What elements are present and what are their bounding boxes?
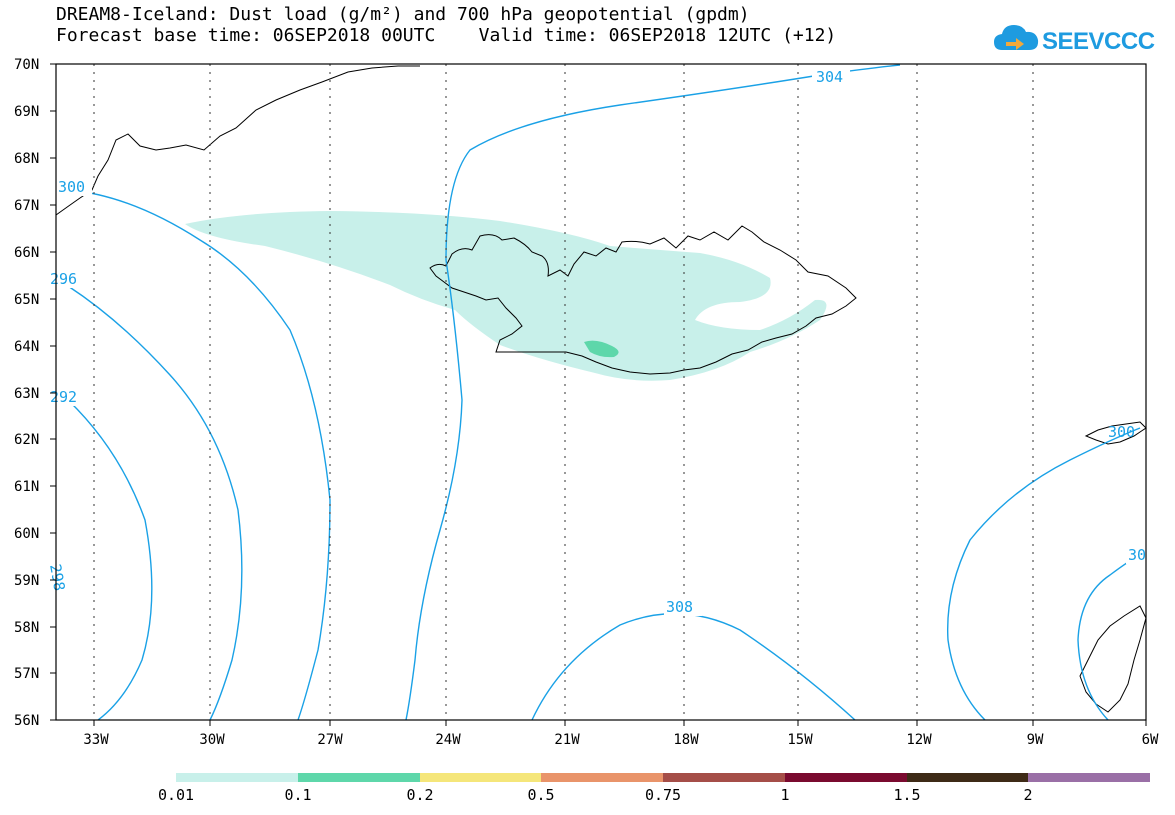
contour-300-east xyxy=(946,427,1141,721)
colorbar-segment xyxy=(1028,773,1150,782)
lat-label: 59N xyxy=(14,573,39,589)
colorbar-segment xyxy=(297,773,420,782)
contour-292 xyxy=(67,399,153,721)
coastlines xyxy=(55,65,1147,713)
lat-label: 61N xyxy=(14,479,39,495)
colorbar-segment xyxy=(784,773,907,782)
lon-label: 21W xyxy=(554,732,580,748)
colorbar-label: 0.5 xyxy=(527,786,555,804)
contour-label-308: 308 xyxy=(666,598,693,616)
contour-label-298: 298 xyxy=(46,563,68,593)
colorbar-label: 0.75 xyxy=(644,786,682,804)
title-line-1: DREAM8-Iceland: Dust load (g/m²) and 700… xyxy=(56,4,750,25)
contour-label-296: 296 xyxy=(50,270,77,288)
iceland-coastline xyxy=(429,225,857,375)
lon-labels: 33W 30W 27W 24W 21W 18W 15W 12W 9W 6W xyxy=(83,732,1159,748)
colorbar-label: 2 xyxy=(1023,786,1033,804)
lon-label: 24W xyxy=(435,732,461,748)
map-frame xyxy=(55,63,1147,721)
contour-label-30: 30 xyxy=(1128,546,1146,564)
scotland-coastline xyxy=(1079,605,1147,713)
lon-label: 6W xyxy=(1142,732,1159,748)
lat-label: 69N xyxy=(14,104,39,120)
seevccc-logo: SEEVCCC xyxy=(992,18,1155,58)
contour-308 xyxy=(531,613,856,721)
title-line-2: Forecast base time: 06SEP2018 00UTC Vali… xyxy=(56,25,837,46)
lat-label: 62N xyxy=(14,432,39,448)
lat-label: 57N xyxy=(14,666,39,682)
contour-304-south xyxy=(405,259,463,721)
lat-label: 64N xyxy=(14,339,39,355)
colorbar-label: 1 xyxy=(780,786,790,804)
colorbar-label: 0.1 xyxy=(284,786,312,804)
lon-label: 33W xyxy=(83,732,109,748)
lat-label: 65N xyxy=(14,292,39,308)
lat-label: 68N xyxy=(14,151,39,167)
contour-296 xyxy=(67,285,243,721)
dust-load-layer xyxy=(185,211,827,381)
contour-label-300-east: 300 xyxy=(1108,423,1135,441)
lat-label: 63N xyxy=(14,386,39,402)
colorbar-segment xyxy=(663,773,785,782)
colorbar-label: 0.01 xyxy=(157,786,195,804)
cloud-icon xyxy=(994,25,1039,50)
greenland-coastline xyxy=(55,65,420,216)
dust-area-medium xyxy=(584,340,619,358)
contour-300 xyxy=(67,189,331,721)
colorbar xyxy=(176,773,1150,782)
lat-label: 60N xyxy=(14,526,39,542)
colorbar-label: 1.5 xyxy=(893,786,921,804)
lon-label: 30W xyxy=(199,732,225,748)
lat-ticks xyxy=(50,63,56,721)
lon-label: 15W xyxy=(787,732,813,748)
graticule xyxy=(93,64,1034,720)
lat-label: 56N xyxy=(14,713,39,729)
contour-label-304: 304 xyxy=(816,68,843,86)
geopotential-contours xyxy=(67,64,1141,721)
colorbar-segment xyxy=(176,773,298,782)
contour-30-east xyxy=(1077,554,1141,721)
dust-area-light xyxy=(185,211,827,381)
lat-label: 58N xyxy=(14,620,39,636)
contour-label-300: 300 xyxy=(58,178,85,196)
lon-label: 12W xyxy=(906,732,932,748)
logo-text: SEEVCCC xyxy=(1042,28,1155,55)
lon-label: 18W xyxy=(673,732,699,748)
contour-labels: 304 300 296 292 298 308 300 30 xyxy=(46,68,1146,616)
colorbar-segment xyxy=(419,773,542,782)
contour-label-292: 292 xyxy=(50,388,77,406)
lat-label: 67N xyxy=(14,198,39,214)
colorbar-label: 0.2 xyxy=(406,786,434,804)
lon-label: 27W xyxy=(317,732,343,748)
colorbar-segment xyxy=(541,773,663,782)
lon-label: 9W xyxy=(1027,732,1044,748)
lat-labels: 70N 69N 68N 67N 66N 65N 64N 63N 62N 61N … xyxy=(14,57,39,729)
lat-label: 66N xyxy=(14,245,39,261)
lat-label: 70N xyxy=(14,57,39,73)
colorbar-segment xyxy=(906,773,1029,782)
lon-ticks xyxy=(93,720,1147,726)
